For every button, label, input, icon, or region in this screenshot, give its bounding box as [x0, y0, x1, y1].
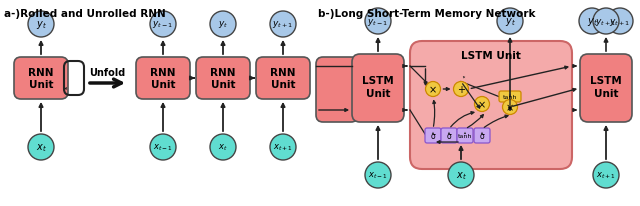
- Circle shape: [448, 162, 474, 188]
- Text: LSTM Unit: LSTM Unit: [461, 51, 521, 61]
- FancyBboxPatch shape: [196, 58, 250, 99]
- Circle shape: [454, 82, 468, 97]
- Text: $x_{t+1}$: $x_{t+1}$: [273, 142, 293, 152]
- Circle shape: [474, 97, 490, 112]
- Text: σ: σ: [431, 131, 435, 140]
- Text: $y_{t+1}$: $y_{t+1}$: [609, 16, 630, 27]
- Text: ×: ×: [429, 85, 437, 95]
- Circle shape: [28, 134, 54, 160]
- Circle shape: [593, 9, 619, 35]
- Circle shape: [28, 12, 54, 38]
- Circle shape: [502, 100, 518, 115]
- Text: Unit: Unit: [365, 89, 390, 98]
- FancyBboxPatch shape: [316, 58, 358, 122]
- Text: $y_t$: $y_t$: [218, 19, 228, 30]
- Text: RNN: RNN: [150, 68, 176, 78]
- Circle shape: [150, 134, 176, 160]
- Text: a-)Rolled and Unrolled RNN: a-)Rolled and Unrolled RNN: [4, 9, 166, 19]
- FancyBboxPatch shape: [256, 58, 310, 99]
- Text: b-)Long Short-Term Memory Network: b-)Long Short-Term Memory Network: [318, 9, 536, 19]
- Circle shape: [210, 12, 236, 38]
- Circle shape: [270, 134, 296, 160]
- FancyBboxPatch shape: [352, 55, 404, 122]
- Text: $y_{t-1}$: $y_{t-1}$: [367, 16, 388, 27]
- Text: ×: ×: [478, 99, 486, 109]
- Text: $x_{t-1}$: $x_{t-1}$: [368, 170, 388, 180]
- Text: LSTM: LSTM: [590, 76, 622, 85]
- Circle shape: [365, 9, 391, 35]
- FancyBboxPatch shape: [499, 91, 521, 103]
- Text: LSTM: LSTM: [362, 76, 394, 85]
- FancyBboxPatch shape: [14, 58, 68, 99]
- Circle shape: [497, 9, 523, 35]
- Circle shape: [270, 12, 296, 38]
- FancyBboxPatch shape: [474, 128, 490, 143]
- Text: $y_t$: $y_t$: [36, 19, 47, 31]
- FancyBboxPatch shape: [457, 128, 473, 143]
- Text: Unfold: Unfold: [90, 68, 125, 78]
- Text: RNN: RNN: [28, 68, 54, 78]
- Text: RNN: RNN: [270, 68, 296, 78]
- Text: $x_t$: $x_t$: [36, 141, 47, 153]
- Text: $x_t$: $x_t$: [218, 142, 228, 152]
- Text: Unit: Unit: [211, 80, 236, 90]
- Text: +: +: [457, 85, 465, 95]
- Text: Unit: Unit: [271, 80, 295, 90]
- FancyBboxPatch shape: [425, 128, 441, 143]
- Circle shape: [593, 162, 619, 188]
- Text: $y_t$: $y_t$: [587, 16, 597, 28]
- FancyBboxPatch shape: [580, 55, 632, 122]
- Circle shape: [365, 162, 391, 188]
- Text: tanh: tanh: [458, 133, 472, 138]
- Text: σ: σ: [447, 131, 451, 140]
- Text: $x_{t+1}$: $x_{t+1}$: [596, 170, 616, 180]
- Text: σ: σ: [479, 131, 484, 140]
- Text: Unit: Unit: [594, 89, 618, 98]
- FancyBboxPatch shape: [441, 128, 457, 143]
- Text: $y_{t+1}$: $y_{t+1}$: [273, 19, 294, 30]
- FancyBboxPatch shape: [136, 58, 190, 99]
- Text: ×: ×: [506, 103, 514, 112]
- Text: RNN: RNN: [211, 68, 236, 78]
- FancyBboxPatch shape: [410, 42, 572, 169]
- Text: $x_{t-1}$: $x_{t-1}$: [153, 142, 173, 152]
- Circle shape: [210, 134, 236, 160]
- Circle shape: [150, 12, 176, 38]
- Text: tanh: tanh: [503, 95, 517, 99]
- Text: Unit: Unit: [151, 80, 175, 90]
- Text: $y_t$: $y_t$: [504, 16, 515, 28]
- Text: $y_{t-1}$: $y_{t-1}$: [152, 19, 173, 30]
- Circle shape: [426, 82, 440, 97]
- Circle shape: [607, 9, 633, 35]
- Circle shape: [579, 9, 605, 35]
- Text: Unit: Unit: [29, 80, 53, 90]
- Text: $y_{t+1}$: $y_{t+1}$: [595, 16, 616, 27]
- Text: $x_t$: $x_t$: [456, 169, 467, 181]
